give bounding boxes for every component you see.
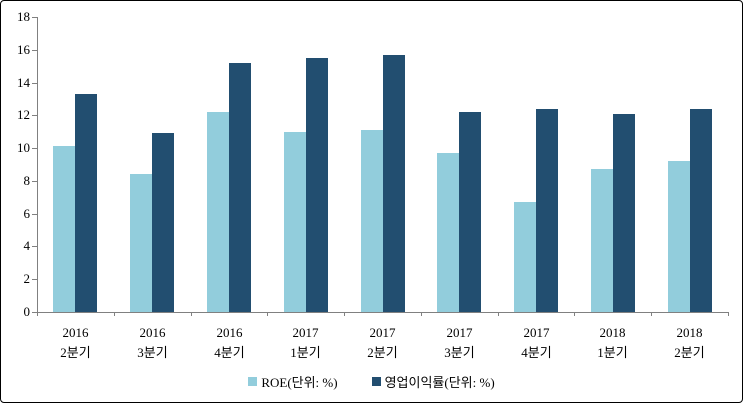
x-axis-line (37, 312, 729, 313)
bar-roe (437, 153, 459, 312)
bar-operating-margin (613, 114, 635, 312)
category-year: 2017 (369, 325, 396, 340)
y-tick-mark (32, 246, 37, 247)
x-axis-category-label: 2018 1분기 (574, 323, 651, 363)
category-year: 2016 (139, 325, 166, 340)
legend-label: 영업이익률(단위: %) (384, 375, 495, 390)
category-year: 2017 (292, 325, 319, 340)
y-tick-label: 0 (23, 304, 31, 319)
legend: ROE(단위: %) 영업이익률(단위: %) (1, 372, 742, 391)
legend-label: ROE(단위: %) (261, 375, 338, 390)
bar-operating-margin (459, 112, 481, 312)
x-axis-category-label: 2016 4분기 (191, 323, 268, 363)
category-year: 2017 (523, 325, 550, 340)
bar-roe (514, 202, 536, 312)
category-year: 2016 (216, 325, 243, 340)
x-tick-mark (191, 312, 192, 316)
y-tick-label: 4 (23, 238, 31, 253)
x-tick-mark (651, 312, 652, 316)
x-axis-category-label: 2018 2분기 (651, 323, 728, 363)
x-tick-mark (498, 312, 499, 316)
bar-roe (284, 132, 306, 312)
x-tick-mark (421, 312, 422, 316)
x-axis-category-label: 2017 1분기 (267, 323, 344, 363)
category-year: 2017 (446, 325, 473, 340)
y-tick-mark (32, 279, 37, 280)
x-axis-category-label: 2017 4분기 (498, 323, 575, 363)
bar-operating-margin (75, 94, 97, 312)
category-quarter: 2분기 (60, 345, 91, 360)
bar-operating-margin (383, 55, 405, 312)
category-quarter: 3분기 (137, 345, 168, 360)
y-tick-label: 10 (17, 140, 30, 155)
category-quarter: 1분기 (290, 345, 321, 360)
x-tick-mark (267, 312, 268, 316)
y-tick-mark (32, 50, 37, 51)
x-tick-mark (728, 312, 729, 316)
category-quarter: 3분기 (444, 345, 475, 360)
y-tick-mark (32, 214, 37, 215)
category-quarter: 4분기 (214, 345, 245, 360)
legend-swatch-icon (248, 377, 258, 386)
bar-operating-margin (306, 58, 328, 312)
legend-swatch-icon (371, 377, 381, 386)
y-tick-label: 12 (17, 107, 30, 122)
y-tick-label: 2 (23, 271, 31, 286)
y-tick-label: 6 (23, 206, 31, 221)
y-axis-line (37, 17, 38, 312)
bar-roe (53, 146, 75, 312)
bar-roe (361, 130, 383, 312)
bar-roe (591, 169, 613, 312)
y-tick-mark (32, 181, 37, 182)
x-tick-mark (344, 312, 345, 316)
y-tick-mark (32, 148, 37, 149)
legend-item-operating-margin: 영업이익률(단위: %) (371, 372, 495, 391)
category-year: 2016 (62, 325, 89, 340)
y-tick-mark (32, 115, 37, 116)
bar-operating-margin (229, 63, 251, 312)
bar-operating-margin (690, 109, 712, 312)
category-quarter: 1분기 (597, 345, 628, 360)
y-tick-label: 18 (17, 9, 30, 24)
x-tick-mark (114, 312, 115, 316)
x-tick-mark (574, 312, 575, 316)
y-tick-label: 14 (17, 75, 30, 90)
category-quarter: 2분기 (367, 345, 398, 360)
y-tick-mark (32, 312, 37, 313)
bar-operating-margin (536, 109, 558, 312)
bar-roe (130, 174, 152, 312)
category-quarter: 4분기 (521, 345, 552, 360)
category-year: 2018 (676, 325, 703, 340)
bar-operating-margin (152, 133, 174, 312)
y-tick-mark (32, 17, 37, 18)
category-year: 2018 (599, 325, 626, 340)
bar-roe (668, 161, 690, 312)
legend-item-roe: ROE(단위: %) (248, 372, 338, 391)
x-axis-category-label: 2017 2분기 (344, 323, 421, 363)
y-tick-mark (32, 83, 37, 84)
x-tick-mark (37, 312, 38, 316)
x-axis-category-label: 2016 2분기 (37, 323, 114, 363)
x-axis-category-label: 2016 3분기 (114, 323, 191, 363)
y-tick-label: 16 (17, 42, 30, 57)
y-tick-label: 8 (23, 173, 31, 188)
category-quarter: 2분기 (674, 345, 705, 360)
x-axis-category-label: 2017 3분기 (421, 323, 498, 363)
bar-roe (207, 112, 229, 312)
